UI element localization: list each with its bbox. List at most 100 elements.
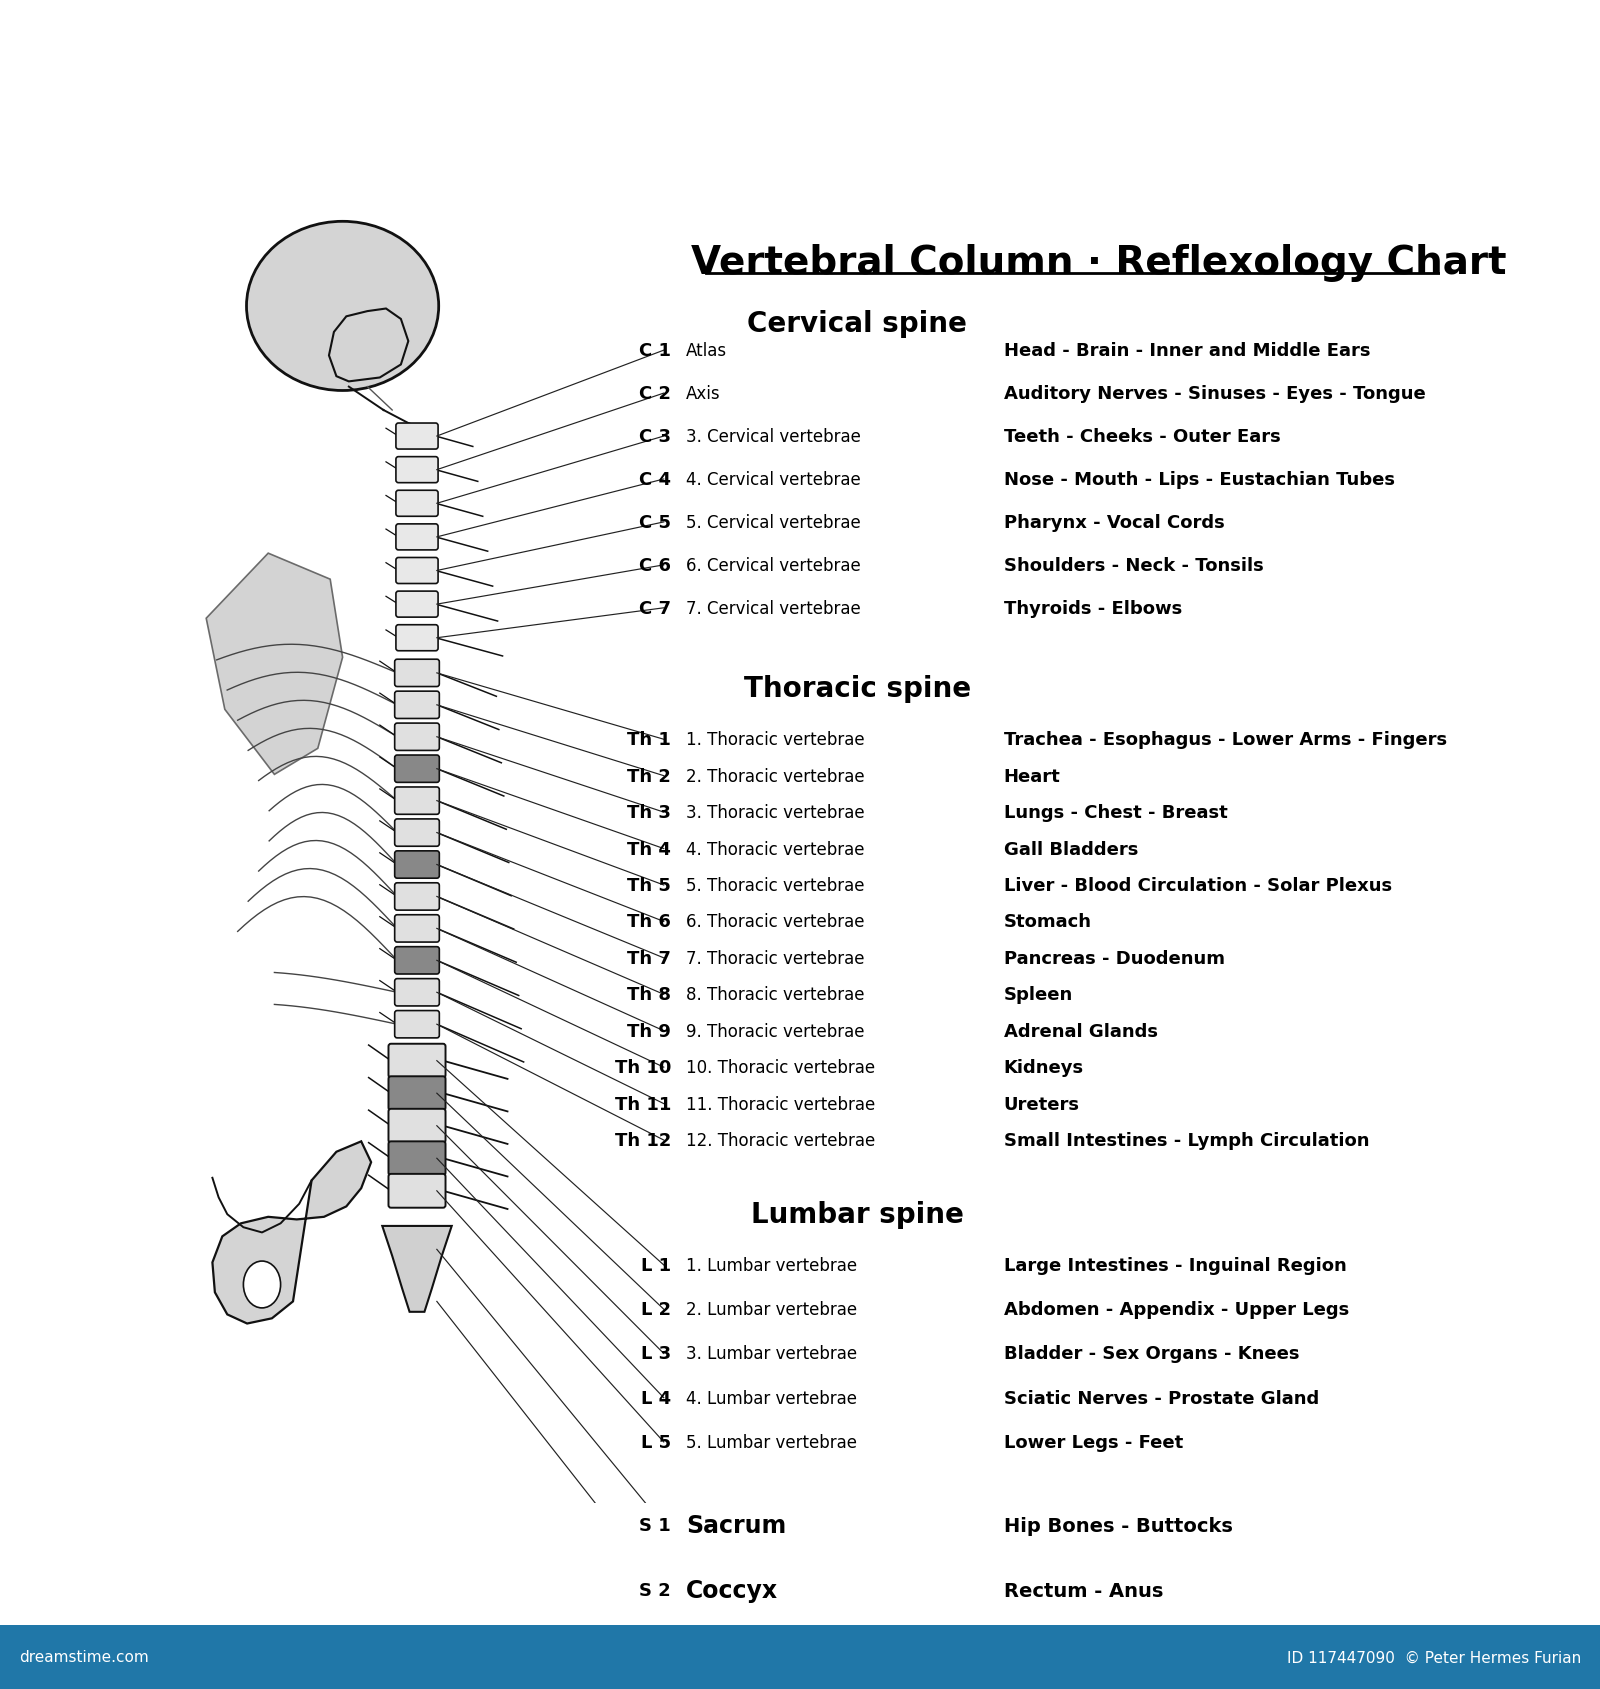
- Text: Thyroids - Elbows: Thyroids - Elbows: [1003, 600, 1182, 618]
- Text: dreamstime.com: dreamstime.com: [19, 1650, 149, 1664]
- Text: C 4: C 4: [640, 471, 672, 488]
- FancyBboxPatch shape: [395, 660, 440, 687]
- Text: 7. Thoracic vertebrae: 7. Thoracic vertebrae: [686, 949, 864, 968]
- FancyBboxPatch shape: [395, 723, 440, 752]
- Text: 3. Lumbar vertebrae: 3. Lumbar vertebrae: [686, 1344, 858, 1363]
- Ellipse shape: [246, 223, 438, 392]
- FancyBboxPatch shape: [395, 424, 438, 449]
- FancyBboxPatch shape: [395, 819, 440, 846]
- Text: Th 5: Th 5: [627, 877, 672, 895]
- Text: Trachea - Esophagus - Lower Arms - Fingers: Trachea - Esophagus - Lower Arms - Finge…: [1003, 731, 1446, 748]
- Text: Large Intestines - Inguinal Region: Large Intestines - Inguinal Region: [1003, 1257, 1346, 1274]
- Text: ID 117447090  © Peter Hermes Furian: ID 117447090 © Peter Hermes Furian: [1286, 1650, 1581, 1664]
- FancyBboxPatch shape: [395, 525, 438, 551]
- Text: Ureters: Ureters: [1003, 1094, 1080, 1113]
- FancyBboxPatch shape: [389, 1174, 445, 1208]
- FancyBboxPatch shape: [395, 787, 440, 814]
- Text: 9. Thoracic vertebrae: 9. Thoracic vertebrae: [686, 1022, 864, 1040]
- FancyBboxPatch shape: [389, 1076, 445, 1110]
- Text: Th 8: Th 8: [627, 986, 672, 1003]
- Text: Abdomen - Appendix - Upper Legs: Abdomen - Appendix - Upper Legs: [1003, 1301, 1349, 1319]
- Text: Th 1: Th 1: [627, 731, 672, 748]
- Text: Auditory Nerves - Sinuses - Eyes - Tongue: Auditory Nerves - Sinuses - Eyes - Tongu…: [1003, 385, 1426, 404]
- Text: Nose - Mouth - Lips - Eustachian Tubes: Nose - Mouth - Lips - Eustachian Tubes: [1003, 471, 1395, 488]
- Text: C 1: C 1: [640, 341, 672, 360]
- PathPatch shape: [382, 1226, 451, 1312]
- Text: Axis: Axis: [686, 385, 720, 404]
- Text: L 2: L 2: [642, 1301, 672, 1319]
- Text: 11. Thoracic vertebrae: 11. Thoracic vertebrae: [686, 1094, 875, 1113]
- Text: 6. Cervical vertebrae: 6. Cervical vertebrae: [686, 557, 861, 574]
- Text: 1. Lumbar vertebrae: 1. Lumbar vertebrae: [686, 1257, 858, 1274]
- FancyBboxPatch shape: [395, 980, 440, 1007]
- Text: Thoracic spine: Thoracic spine: [744, 676, 971, 703]
- Text: 8. Thoracic vertebrae: 8. Thoracic vertebrae: [686, 986, 864, 1003]
- Text: S 2: S 2: [640, 1581, 672, 1599]
- Text: Coccyx: Coccyx: [686, 1578, 778, 1603]
- FancyBboxPatch shape: [395, 851, 440, 878]
- Text: Hip Bones - Buttocks: Hip Bones - Buttocks: [1003, 1515, 1232, 1535]
- Text: Rectum - Anus: Rectum - Anus: [1003, 1581, 1163, 1599]
- Text: 10. Thoracic vertebrae: 10. Thoracic vertebrae: [686, 1059, 875, 1076]
- Text: 5. Thoracic vertebrae: 5. Thoracic vertebrae: [686, 877, 864, 895]
- Text: 6. Thoracic vertebrae: 6. Thoracic vertebrae: [686, 912, 864, 931]
- Text: Sacrum: Sacrum: [686, 1513, 786, 1537]
- Text: L 3: L 3: [642, 1344, 672, 1363]
- Text: L 1: L 1: [642, 1257, 672, 1274]
- Text: 4. Cervical vertebrae: 4. Cervical vertebrae: [686, 471, 861, 488]
- Text: Bladder - Sex Organs - Knees: Bladder - Sex Organs - Knees: [1003, 1344, 1299, 1363]
- Text: Th 2: Th 2: [627, 767, 672, 785]
- FancyBboxPatch shape: [395, 692, 440, 720]
- Text: C 7: C 7: [640, 600, 672, 618]
- Text: 1. Thoracic vertebrae: 1. Thoracic vertebrae: [686, 731, 864, 748]
- Text: 2. Lumbar vertebrae: 2. Lumbar vertebrae: [686, 1301, 858, 1319]
- Text: Small Intestines - Lymph Circulation: Small Intestines - Lymph Circulation: [1003, 1132, 1370, 1149]
- Text: 3. Cervical vertebrae: 3. Cervical vertebrae: [686, 427, 861, 446]
- FancyBboxPatch shape: [395, 625, 438, 652]
- FancyBboxPatch shape: [395, 948, 440, 975]
- Ellipse shape: [243, 1262, 280, 1307]
- Polygon shape: [213, 1142, 371, 1324]
- Point: [696, 263, 715, 284]
- Text: 12. Thoracic vertebrae: 12. Thoracic vertebrae: [686, 1132, 875, 1149]
- Point: [1437, 263, 1456, 284]
- Polygon shape: [206, 554, 342, 775]
- Text: L 5: L 5: [642, 1432, 672, 1451]
- FancyBboxPatch shape: [395, 591, 438, 618]
- Text: 4. Thoracic vertebrae: 4. Thoracic vertebrae: [686, 839, 864, 858]
- Text: Stomach: Stomach: [1003, 912, 1091, 931]
- FancyBboxPatch shape: [389, 1044, 445, 1078]
- Text: 7. Cervical vertebrae: 7. Cervical vertebrae: [686, 600, 861, 618]
- Text: Th 12: Th 12: [614, 1132, 672, 1149]
- Text: 5. Lumbar vertebrae: 5. Lumbar vertebrae: [686, 1432, 858, 1451]
- Text: Th 9: Th 9: [627, 1022, 672, 1040]
- FancyBboxPatch shape: [395, 755, 440, 784]
- Text: Atlas: Atlas: [686, 341, 728, 360]
- Text: Th 7: Th 7: [627, 949, 672, 968]
- FancyBboxPatch shape: [395, 491, 438, 517]
- Text: C 6: C 6: [640, 557, 672, 574]
- Text: Th 11: Th 11: [614, 1094, 672, 1113]
- Polygon shape: [330, 309, 408, 382]
- FancyBboxPatch shape: [395, 557, 438, 584]
- Text: 4. Lumbar vertebrae: 4. Lumbar vertebrae: [686, 1388, 858, 1407]
- Text: Pharynx - Vocal Cords: Pharynx - Vocal Cords: [1003, 513, 1224, 532]
- Text: C 2: C 2: [640, 385, 672, 404]
- FancyBboxPatch shape: [395, 458, 438, 483]
- Text: C 5: C 5: [640, 513, 672, 532]
- Text: Th 6: Th 6: [627, 912, 672, 931]
- FancyBboxPatch shape: [395, 883, 440, 910]
- Text: 3. Thoracic vertebrae: 3. Thoracic vertebrae: [686, 804, 864, 821]
- Text: Sciatic Nerves - Prostate Gland: Sciatic Nerves - Prostate Gland: [1003, 1388, 1318, 1407]
- Text: Head - Brain - Inner and Middle Ears: Head - Brain - Inner and Middle Ears: [1003, 341, 1370, 360]
- Text: Heart: Heart: [1003, 767, 1061, 785]
- Text: Th 3: Th 3: [627, 804, 672, 821]
- FancyBboxPatch shape: [389, 1110, 445, 1143]
- Text: Lungs - Chest - Breast: Lungs - Chest - Breast: [1003, 804, 1227, 821]
- Text: Pancreas - Duodenum: Pancreas - Duodenum: [1003, 949, 1224, 968]
- Text: 2. Thoracic vertebrae: 2. Thoracic vertebrae: [686, 767, 864, 785]
- FancyBboxPatch shape: [395, 1012, 440, 1039]
- Text: Teeth - Cheeks - Outer Ears: Teeth - Cheeks - Outer Ears: [1003, 427, 1280, 446]
- Text: Liver - Blood Circulation - Solar Plexus: Liver - Blood Circulation - Solar Plexus: [1003, 877, 1392, 895]
- Text: C 3: C 3: [640, 427, 672, 446]
